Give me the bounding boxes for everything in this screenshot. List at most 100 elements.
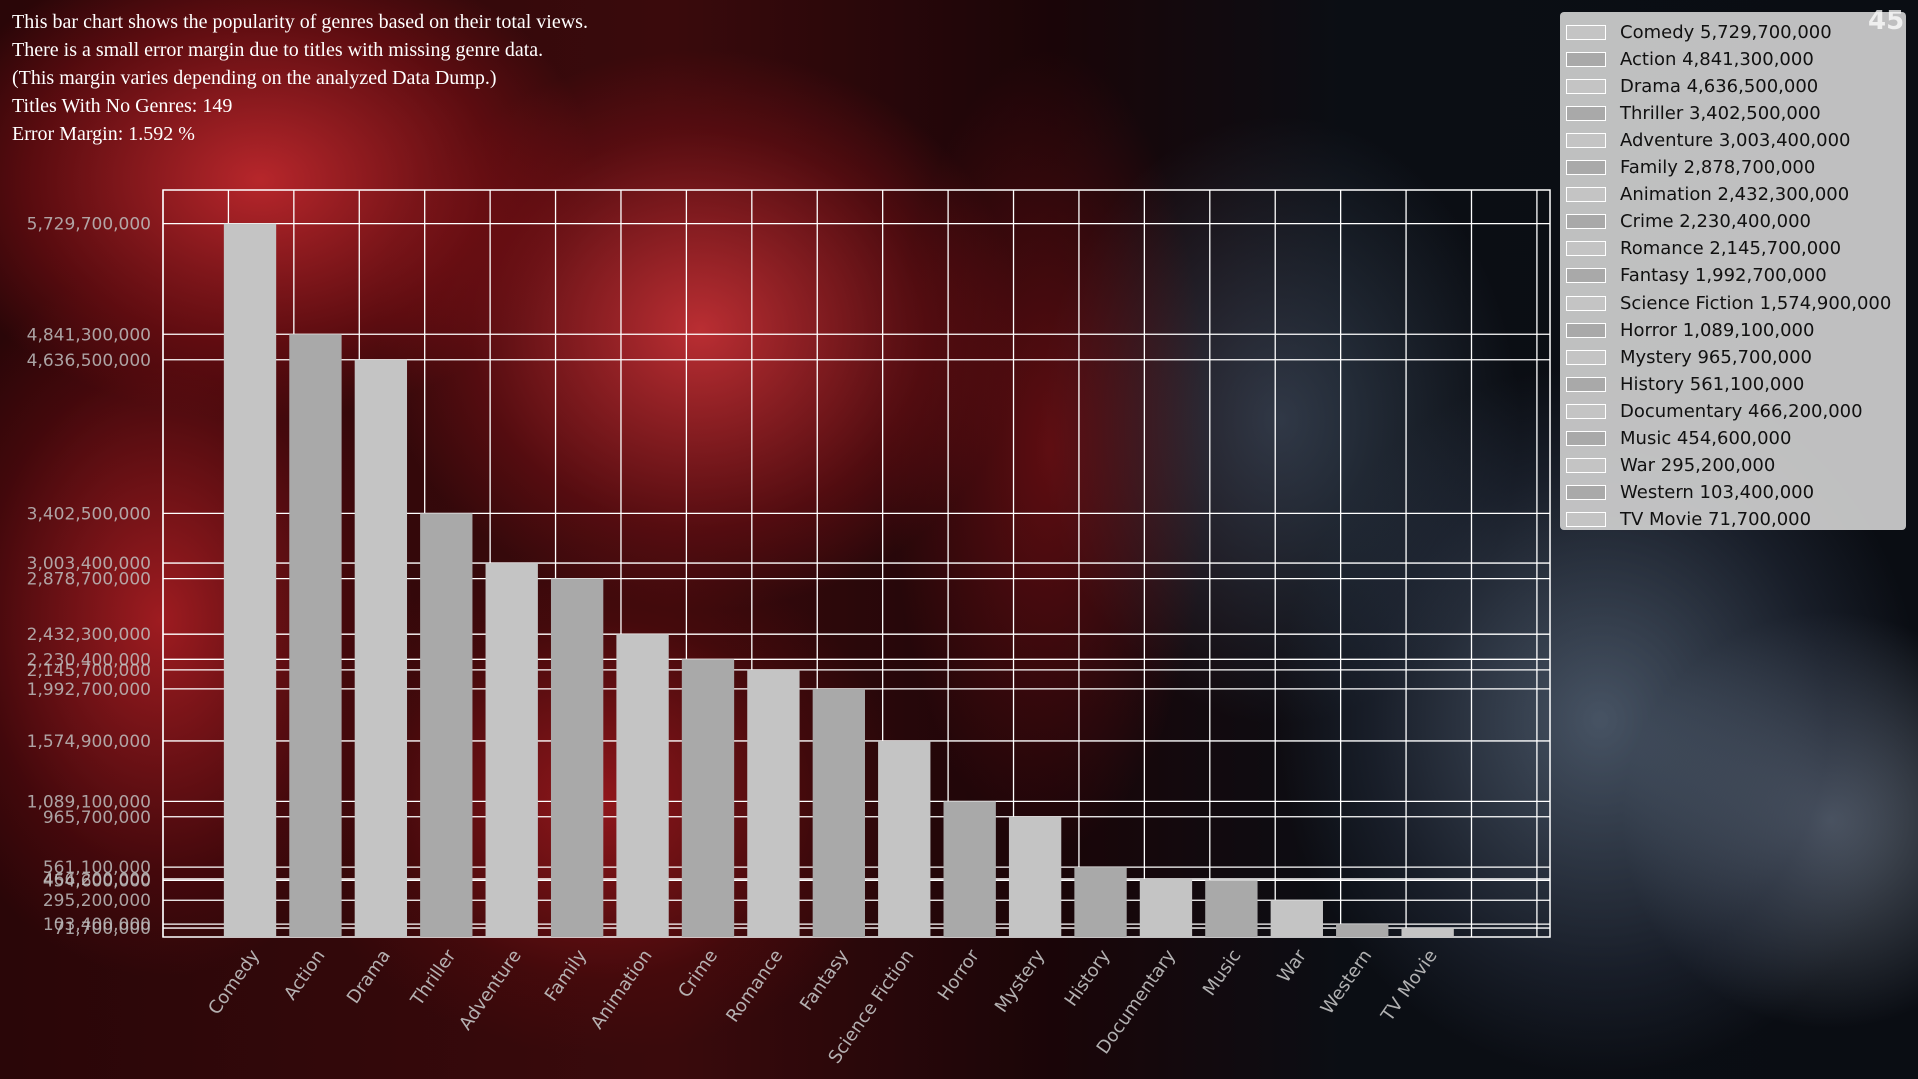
y-tick-label: 2,230,400,000: [27, 650, 151, 670]
legend-item: Science Fiction 1,574,900,000: [1566, 290, 1891, 317]
legend-item: War 295,200,000: [1566, 452, 1775, 479]
legend-item: Horror 1,089,100,000: [1566, 317, 1814, 344]
bar-mystery: [1008, 816, 1062, 937]
legend-item: Music 454,600,000: [1566, 425, 1791, 452]
legend-item: Romance 2,145,700,000: [1566, 235, 1841, 262]
legend-label: History 561,100,000: [1620, 373, 1805, 395]
bar-documentary: [1139, 878, 1193, 937]
legend-swatch: [1566, 403, 1606, 419]
legend-item: Comedy 5,729,700,000: [1566, 19, 1832, 46]
bar-family: [550, 578, 604, 937]
y-tick-label: 103,400,000: [43, 915, 151, 935]
legend-label: Thriller 3,402,500,000: [1620, 103, 1821, 125]
legend-item: Action 4,841,300,000: [1566, 46, 1814, 73]
bar-war: [1270, 900, 1323, 937]
description-line: There is a small error margin due to tit…: [12, 39, 544, 61]
x-tick-label: War: [1274, 945, 1312, 986]
legend-label: Animation 2,432,300,000: [1620, 184, 1850, 206]
legend-label: Family 2,878,700,000: [1620, 157, 1816, 179]
legend-swatch: [1566, 214, 1606, 230]
legend-item: TV Movie 71,700,000: [1566, 506, 1811, 533]
x-tick-label: Crime: [674, 946, 722, 1002]
legend-item: Documentary 466,200,000: [1566, 398, 1863, 425]
y-tick-label: 561,100,000: [43, 858, 151, 878]
legend-label: War 295,200,000: [1620, 454, 1776, 476]
legend-swatch: [1566, 133, 1606, 149]
y-tick-label: 71,700,000: [54, 919, 151, 939]
legend-item: Fantasy 1,992,700,000: [1566, 262, 1827, 289]
legend-swatch: [1566, 376, 1606, 392]
legend-label: Mystery 965,700,000: [1620, 346, 1812, 368]
bar-romance: [747, 669, 800, 937]
y-tick-label: 2,432,300,000: [27, 625, 151, 645]
error-margin: Error Margin: 1.592 %: [12, 123, 195, 145]
bar-fantasy: [812, 688, 866, 937]
legend-item: History 561,100,000: [1566, 371, 1804, 398]
legend-swatch: [1566, 349, 1606, 365]
legend-swatch: [1566, 295, 1606, 311]
bar-tv-movie: [1401, 928, 1454, 937]
legend-item: Western 103,400,000: [1566, 479, 1814, 506]
x-tick-label: Romance: [722, 946, 787, 1027]
legend-swatch: [1566, 268, 1606, 284]
chart-legend: Comedy 5,729,700,000 Action 4,841,300,000…: [1560, 12, 1906, 530]
legend-label: Adventure 3,003,400,000: [1620, 130, 1851, 152]
bar-animation: [616, 634, 669, 937]
titles-no-genres: Titles With No Genres: 149: [12, 95, 233, 117]
x-tick-label: Animation: [587, 946, 657, 1033]
y-tick-label: 466,200,000: [43, 870, 151, 890]
bar-comedy: [223, 223, 277, 937]
y-tick-label: 3,003,400,000: [27, 554, 151, 574]
x-tick-label: Music: [1199, 946, 1246, 1000]
x-tick-label: Action: [280, 946, 330, 1004]
y-tick-label: 3,402,500,000: [27, 504, 151, 524]
legend-swatch: [1566, 484, 1606, 500]
bar-adventure: [485, 563, 538, 937]
y-tick-label: 965,700,000: [43, 808, 151, 828]
legend-label: Comedy 5,729,700,000: [1620, 22, 1832, 43]
page-number: 45: [1868, 6, 1905, 36]
legend-item: Mystery 965,700,000: [1566, 344, 1812, 371]
legend-label: Romance 2,145,700,000: [1620, 238, 1842, 260]
legend-swatch: [1566, 322, 1606, 338]
legend-swatch: [1566, 511, 1606, 527]
y-tick-label: 4,636,500,000: [27, 351, 151, 371]
legend-item: Thriller 3,402,500,000: [1566, 100, 1821, 127]
bar-music: [1205, 880, 1258, 937]
x-tick-label: TV Movie: [1377, 946, 1442, 1026]
bar-drama: [354, 359, 408, 937]
x-tick-label: Thriller: [406, 945, 460, 1010]
x-tick-label: Adventure: [455, 946, 526, 1034]
legend-swatch: [1566, 25, 1606, 40]
x-tick-label: Family: [541, 946, 592, 1006]
bar-horror: [943, 801, 996, 937]
bar-history: [1074, 867, 1127, 937]
y-tick-label: 295,200,000: [43, 891, 151, 911]
y-tick-label: 454,600,000: [43, 871, 151, 891]
x-tick-label: Comedy: [204, 946, 264, 1019]
chart-description: This bar chart shows the popularity of g…: [12, 8, 588, 148]
bar-crime: [681, 659, 735, 937]
legend-swatch: [1566, 457, 1606, 473]
y-tick-label: 2,145,700,000: [27, 661, 151, 681]
legend-label: Action 4,841,300,000: [1620, 49, 1814, 71]
y-tick-label: 5,729,700,000: [27, 215, 151, 235]
legend-swatch: [1566, 106, 1606, 122]
bar-action: [289, 334, 342, 937]
legend-label: TV Movie 71,700,000: [1620, 508, 1812, 530]
legend-swatch: [1566, 52, 1606, 68]
legend-swatch: [1566, 241, 1606, 257]
legend-swatch: [1566, 79, 1606, 95]
legend-item: Drama 4,636,500,000: [1566, 73, 1818, 100]
legend-label: Music 454,600,000: [1620, 427, 1792, 449]
description-line: This bar chart shows the popularity of g…: [12, 11, 588, 33]
bar-thriller: [420, 513, 473, 937]
legend-swatch: [1566, 187, 1606, 203]
x-tick-label: Fantasy: [796, 946, 853, 1015]
legend-label: Science Fiction 1,574,900,000: [1620, 292, 1892, 314]
x-tick-label: Mystery: [991, 946, 1050, 1017]
legend-label: Crime 2,230,400,000: [1620, 211, 1811, 233]
legend-item: Family 2,878,700,000: [1566, 154, 1815, 181]
x-tick-label: Drama: [343, 946, 395, 1008]
bar-western: [1336, 924, 1389, 937]
